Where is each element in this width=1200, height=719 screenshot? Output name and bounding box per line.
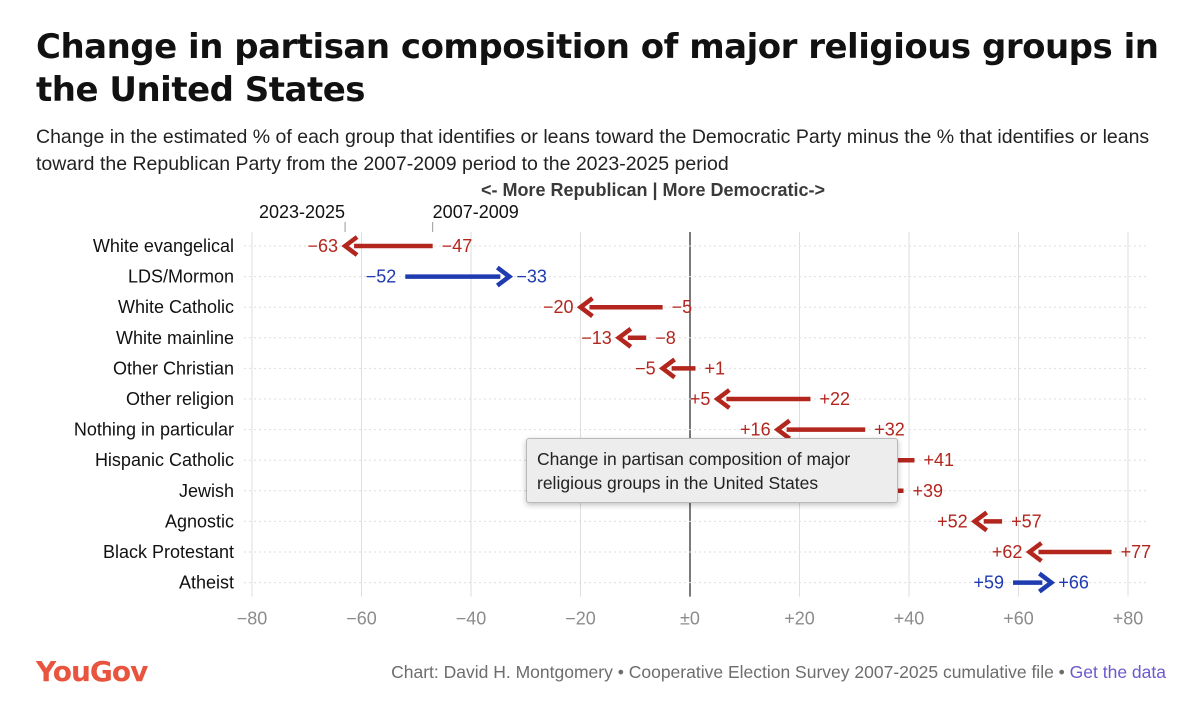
x-tick-label: −60 [346, 609, 377, 629]
x-tick-label: +80 [1113, 609, 1144, 629]
arrow-head [1025, 541, 1043, 563]
group-label: Hispanic Catholic [95, 450, 234, 470]
chart-title: Change in partisan composition of major … [36, 27, 1159, 110]
x-tick-label: −20 [565, 609, 596, 629]
end-value-label: −20 [543, 297, 574, 317]
arrow-chart: <- More Republican | More Democratic-> W… [74, 180, 1152, 629]
end-value-label: −5 [635, 358, 656, 378]
x-tick-label: −40 [456, 609, 487, 629]
row: White mainline −8 −13 [116, 327, 1146, 349]
group-label: Nothing in particular [74, 420, 234, 440]
end-value-label: +16 [740, 420, 771, 440]
row: Atheist +59 +66 [179, 571, 1146, 594]
end-value-label: +52 [937, 511, 968, 531]
row: Agnostic +57 +52 [165, 510, 1146, 533]
row: Other Christian +1 −5 [113, 357, 1146, 380]
start-value-label: +39 [913, 481, 944, 501]
x-tick-label: +60 [1003, 609, 1034, 629]
group-label: Black Protestant [103, 542, 234, 562]
start-value-label: +1 [704, 358, 725, 378]
start-value-label: +59 [973, 573, 1004, 593]
end-value-label: +66 [1058, 573, 1089, 593]
group-label: Other Christian [113, 358, 234, 378]
start-value-label: +32 [874, 420, 905, 440]
chart-subtitle: Change in the estimated % of each group … [36, 126, 1150, 175]
end-period-label: 2023-2025 [259, 202, 345, 222]
arrow-head [495, 265, 514, 288]
group-label: White Catholic [118, 297, 234, 317]
start-value-label: +22 [819, 389, 850, 409]
arrow-head [615, 327, 633, 349]
group-label: Jewish [179, 481, 234, 501]
start-value-label: −5 [672, 297, 693, 317]
group-label: Atheist [179, 573, 234, 593]
yougov-logo[interactable]: YouGov [36, 655, 148, 688]
end-value-label: +62 [992, 542, 1023, 562]
get-data-link[interactable]: Get the data [1069, 662, 1166, 682]
start-value-label: +57 [1011, 511, 1042, 531]
group-label: White mainline [116, 328, 234, 348]
start-value-label: +41 [923, 450, 954, 470]
x-tick-label: +20 [784, 609, 815, 629]
credit-line: Chart: David H. Montgomery • Cooperative… [391, 662, 1166, 683]
end-value-label: −13 [581, 328, 612, 348]
row: Nothing in particular +32 +16 [74, 418, 1146, 441]
start-period-label: 2007-2009 [433, 202, 519, 222]
row: White Catholic −5 −20 [118, 296, 1146, 318]
arrow-head [773, 418, 791, 441]
row: Black Protestant +77 +62 [103, 541, 1152, 563]
x-tick-label: −80 [237, 609, 268, 629]
x-tick-label: +40 [894, 609, 925, 629]
row: Other religion +22 +5 [126, 388, 1146, 410]
x-tick-label: ±0 [680, 609, 700, 629]
start-value-label: +77 [1121, 542, 1152, 562]
group-label: Other religion [126, 389, 234, 409]
credit-text: Chart: David H. Montgomery • Cooperative… [391, 662, 1070, 682]
start-value-label: −8 [655, 328, 676, 348]
group-label: White evangelical [93, 236, 234, 256]
arrow-head [713, 388, 731, 410]
row: LDS/Mormon −52 −33 [128, 265, 1146, 288]
direction-label: <- More Republican | More Democratic-> [481, 180, 825, 200]
end-value-label: −33 [516, 267, 547, 287]
start-value-label: −52 [366, 267, 397, 287]
logo-text: YouGov [36, 655, 148, 688]
arrow-head [970, 510, 989, 533]
group-label: LDS/Mormon [128, 267, 234, 287]
chart-tooltip: Change in partisan composition of major … [526, 438, 898, 503]
row: White evangelical −47 −63 [93, 235, 1146, 257]
arrow-head [341, 235, 359, 257]
arrow-head [576, 296, 594, 318]
arrow-head [658, 357, 676, 380]
end-value-label: −63 [308, 236, 339, 256]
start-value-label: −47 [442, 236, 473, 256]
end-value-label: +5 [690, 389, 711, 409]
arrow-head [1038, 571, 1056, 594]
group-label: Agnostic [165, 511, 234, 531]
